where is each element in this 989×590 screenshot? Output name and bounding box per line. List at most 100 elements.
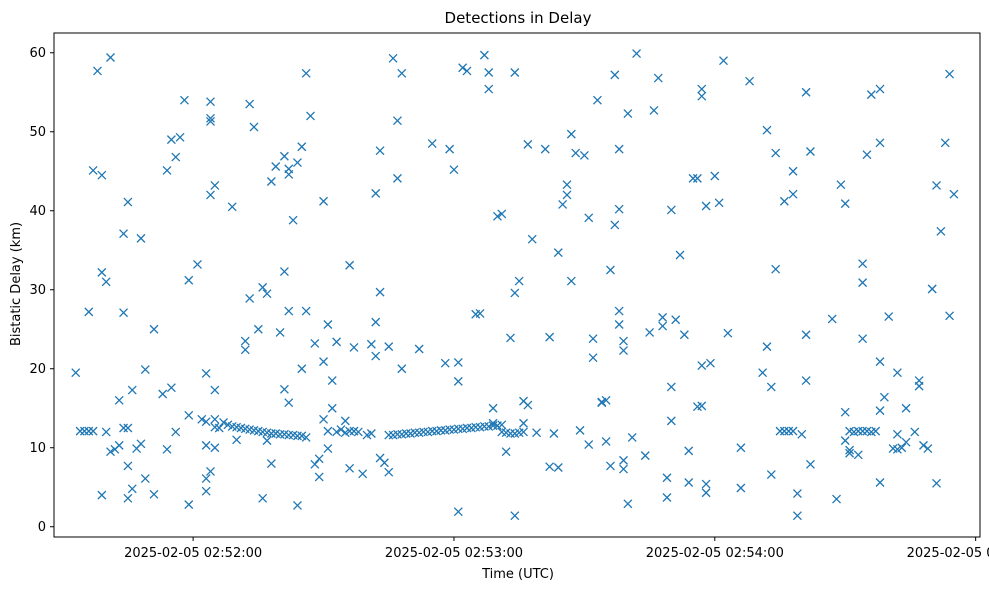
data-point xyxy=(779,196,789,206)
data-point xyxy=(566,129,576,139)
data-point xyxy=(149,489,159,499)
data-point xyxy=(497,420,507,430)
data-point xyxy=(149,324,159,334)
data-point xyxy=(797,429,807,439)
data-point xyxy=(575,425,585,435)
data-point xyxy=(832,494,841,504)
data-point xyxy=(449,165,459,175)
data-point xyxy=(245,99,255,109)
data-point xyxy=(771,264,781,274)
data-point xyxy=(692,173,702,183)
data-point xyxy=(301,306,311,316)
x-tick-label: 2025-02-05 02:54:00 xyxy=(646,546,784,561)
data-point xyxy=(710,171,720,181)
data-point xyxy=(697,84,707,94)
data-point xyxy=(392,429,402,439)
data-point xyxy=(627,433,637,442)
data-point xyxy=(214,423,224,433)
data-point xyxy=(314,454,324,464)
y-tick-label: 30 xyxy=(29,283,46,298)
data-point xyxy=(697,361,707,371)
x-tick-label: 2025-02-05 02:55:00 xyxy=(907,546,989,561)
data-point xyxy=(201,440,211,450)
data-point xyxy=(701,488,711,498)
data-point xyxy=(206,190,215,200)
data-point xyxy=(453,376,463,386)
data-point xyxy=(279,151,289,161)
data-point xyxy=(875,478,885,487)
data-point xyxy=(666,205,676,215)
data-point xyxy=(845,445,855,455)
data-point xyxy=(458,63,468,73)
data-point xyxy=(606,461,615,471)
data-point xyxy=(462,423,472,433)
data-point xyxy=(945,69,955,79)
data-point xyxy=(206,117,215,126)
data-point xyxy=(771,148,781,158)
data-point xyxy=(584,213,594,223)
data-point xyxy=(875,406,885,416)
data-point xyxy=(119,308,129,318)
data-point xyxy=(171,427,181,437)
data-point xyxy=(540,144,550,154)
data-point xyxy=(606,265,615,275)
data-point xyxy=(379,458,389,468)
data-point xyxy=(453,424,463,434)
data-point xyxy=(340,416,350,426)
data-point xyxy=(310,338,320,348)
data-point xyxy=(932,478,941,488)
data-point xyxy=(614,320,624,329)
data-point xyxy=(519,418,528,428)
data-point xyxy=(506,429,515,438)
data-point xyxy=(114,440,124,450)
data-point xyxy=(245,293,255,303)
data-point xyxy=(653,73,663,83)
data-point xyxy=(666,416,676,426)
data-point xyxy=(836,180,846,190)
data-point xyxy=(175,132,185,142)
data-point xyxy=(158,389,168,399)
data-point xyxy=(119,229,129,239)
data-point xyxy=(97,490,107,500)
data-point xyxy=(384,430,394,440)
data-point xyxy=(758,368,768,378)
data-point xyxy=(349,342,359,352)
data-point xyxy=(97,267,107,277)
data-point xyxy=(323,444,333,453)
data-point xyxy=(184,410,194,420)
data-point xyxy=(332,337,342,347)
data-point xyxy=(736,443,746,453)
data-point xyxy=(858,278,868,288)
data-point xyxy=(284,164,294,174)
data-point xyxy=(436,425,446,435)
data-point xyxy=(319,357,328,367)
data-point xyxy=(723,328,733,338)
data-point xyxy=(610,220,620,230)
data-point xyxy=(719,56,728,66)
data-point xyxy=(662,473,672,483)
data-point xyxy=(301,433,311,442)
data-point xyxy=(558,199,568,209)
data-point xyxy=(805,147,815,156)
data-point xyxy=(397,68,407,78)
data-point xyxy=(879,392,889,402)
data-point xyxy=(619,336,628,346)
data-point xyxy=(488,403,498,413)
data-point xyxy=(179,95,189,105)
data-point xyxy=(892,368,902,378)
data-point xyxy=(745,76,755,86)
data-point xyxy=(410,428,420,438)
data-point xyxy=(123,197,133,207)
data-point xyxy=(736,483,746,493)
data-point xyxy=(858,259,868,269)
data-point xyxy=(779,426,789,436)
chart-title: Detections in Delay xyxy=(445,9,592,27)
data-point xyxy=(614,144,624,154)
data-point xyxy=(619,346,628,356)
data-point xyxy=(562,180,572,190)
data-point xyxy=(706,358,715,368)
x-tick-label: 2025-02-05 02:53:00 xyxy=(385,546,523,561)
data-point xyxy=(479,50,489,60)
data-point xyxy=(79,426,89,436)
